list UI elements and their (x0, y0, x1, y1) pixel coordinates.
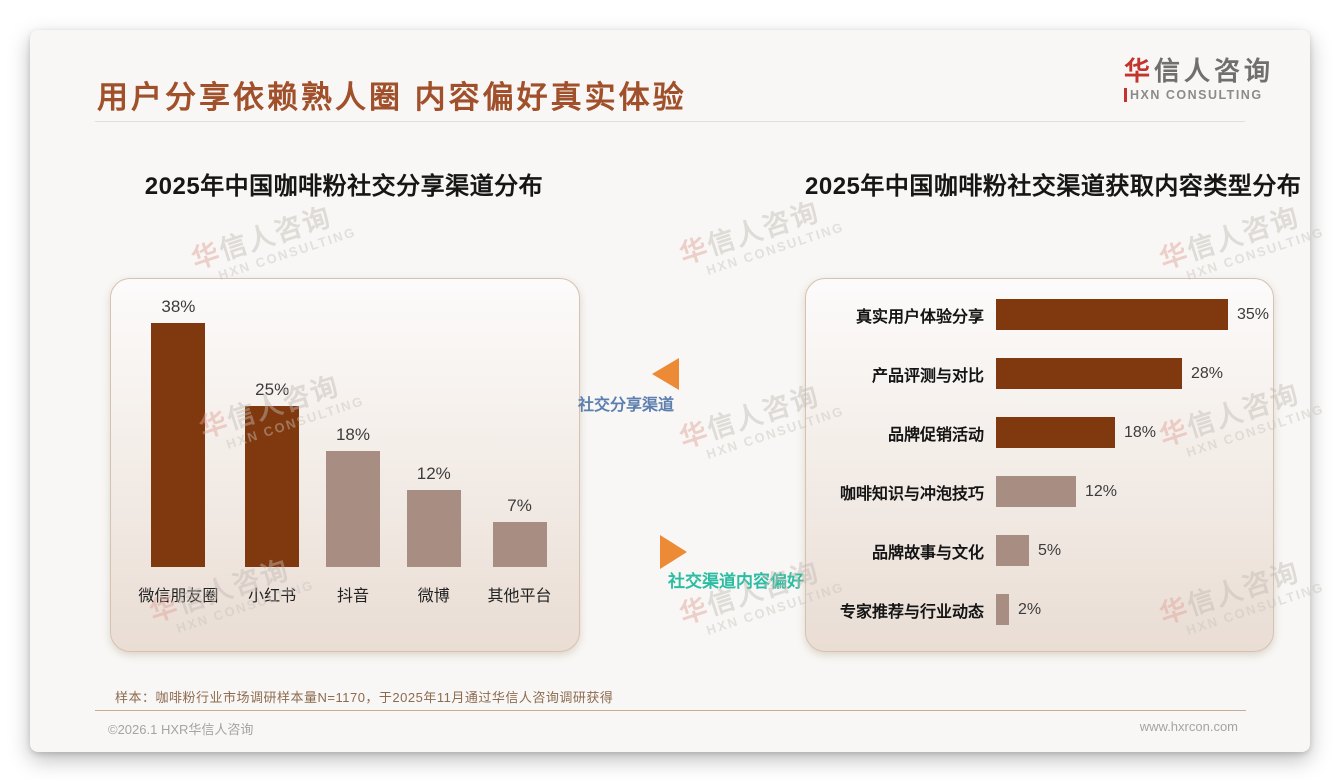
bar-value-label: 12% (416, 464, 451, 483)
sample-footnote: 样本：咖啡粉行业市场调研样本量N=1170，于2025年11月通过华信人咨询调研… (115, 690, 614, 705)
bar-column: 7% 其他平台 (488, 279, 552, 606)
logo-hua-char: 华 (1123, 56, 1154, 86)
bar (406, 490, 461, 567)
copyright-text: ©2026.1 HXR华信人咨询 (108, 722, 254, 737)
hbar (996, 476, 1076, 507)
bar-value-label: 18% (335, 425, 370, 444)
website-text: www.hxrcon.com (1139, 719, 1238, 734)
bar-column: 18% 抖音 (325, 279, 380, 606)
hbar-value-label: 5% (1038, 541, 1062, 559)
bar-column: 38% 微信朋友圈 (138, 279, 218, 606)
footer-divider (95, 710, 1246, 711)
hbar-category-label: 品牌促销活动 (887, 426, 984, 444)
hbar-row: 产品评测与对比 28% (818, 358, 1269, 389)
arrow-right-icon (660, 535, 687, 569)
hbar-value-label: 35% (1237, 305, 1270, 323)
logo-cn-rest: 信人咨询 (1153, 56, 1274, 86)
vertical-bar-chart-panel: 38% 微信朋友圈 25% 小红书 18% 抖音 12% 微博 7% 其他平台 (110, 278, 580, 652)
bar-value-label: 38% (161, 297, 196, 316)
hbar (996, 299, 1228, 330)
watermark: 华信人咨询 HXN CONSULTING (1156, 201, 1327, 283)
bar-category-label: 抖音 (336, 588, 369, 605)
logo-text-en: HXN CONSULTING (1123, 88, 1263, 102)
page-title: 用户分享依赖熟人圈 内容偏好真实体验 (97, 80, 687, 115)
right-chart-callout-label: 社交渠道内容偏好 (668, 572, 804, 591)
bar-value-label: 7% (507, 496, 532, 515)
bar-category-label: 小红书 (248, 588, 297, 605)
bar (245, 406, 300, 567)
arrow-left-icon (652, 358, 679, 390)
vertical-bar-chart: 38% 微信朋友圈 25% 小红书 18% 抖音 12% 微博 7% 其他平台 (125, 279, 565, 606)
hbar-row: 专家推荐与行业动态 2% (818, 594, 1269, 625)
bar-value-label: 25% (255, 380, 290, 399)
hbar (996, 417, 1115, 448)
hbar-row: 真实用户体验分享 35% (818, 299, 1269, 330)
hbar (996, 358, 1182, 389)
left-chart-callout-label: 社交分享渠道 (578, 397, 675, 414)
bar (325, 451, 380, 567)
company-logo: 华信人咨询 HXN CONSULTING (1123, 56, 1274, 102)
bar-column: 12% 微博 (406, 279, 461, 606)
bar-category-label: 其他平台 (487, 588, 552, 605)
hbar-value-label: 28% (1191, 364, 1224, 382)
hbar-row: 咖啡知识与冲泡技巧 12% (818, 476, 1269, 507)
hbar-value-label: 2% (1018, 600, 1042, 618)
bar-category-label: 微信朋友圈 (138, 588, 219, 605)
hbar-row: 品牌促销活动 18% (818, 417, 1269, 448)
hbar-category-label: 咖啡知识与冲泡技巧 (839, 485, 984, 503)
hbar-category-label: 产品评测与对比 (871, 367, 984, 385)
hbar-value-label: 12% (1085, 482, 1118, 500)
bar (151, 323, 206, 567)
hbar-value-label: 18% (1124, 423, 1157, 441)
bar-category-label: 微博 (417, 588, 450, 605)
right-chart-title: 2025年中国咖啡粉社交渠道获取内容类型分布 (805, 173, 1302, 200)
hbar-row: 品牌故事与文化 5% (818, 535, 1269, 566)
horizontal-bar-chart-panel: 真实用户体验分享 35% 产品评测与对比 28% 品牌促销活动 18% 咖啡知识与冲泡技巧 1… (805, 278, 1274, 652)
watermark: 华信人咨询 HXN CONSULTING (188, 201, 359, 283)
hbar (996, 535, 1029, 566)
header-divider (95, 121, 1245, 122)
horizontal-bar-chart: 真实用户体验分享 35% 产品评测与对比 28% 品牌促销活动 18% 咖啡知识与冲泡技巧 1… (818, 299, 1269, 625)
bar (492, 522, 547, 567)
left-chart-title: 2025年中国咖啡粉社交分享渠道分布 (144, 173, 544, 200)
bar-column: 25% 小红书 (245, 279, 300, 606)
logo-text-cn: 华信人咨询 (1124, 56, 1274, 86)
hbar (996, 594, 1009, 625)
hbar-category-label: 真实用户体验分享 (855, 308, 984, 326)
footer: ©2026.1 HXR华信人咨询 www.hxrcon.com (108, 719, 1238, 738)
hbar-category-label: 品牌故事与文化 (871, 544, 984, 562)
hbar-category-label: 专家推荐与行业动态 (839, 603, 984, 621)
slide-card: 用户分享依赖熟人圈 内容偏好真实体验 华信人咨询 HXN CONSULTING … (30, 30, 1326, 752)
